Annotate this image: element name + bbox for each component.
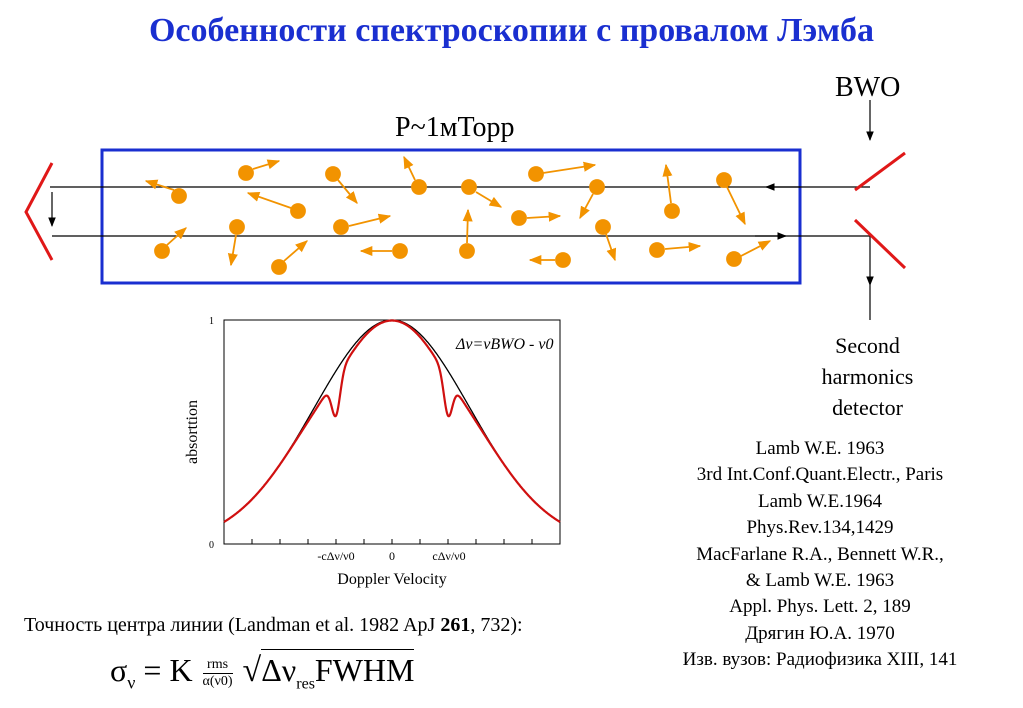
pressure-label: P~1мТорр [395,112,515,143]
molecule [238,159,281,181]
reference-line: Изв. вузов: Радиофизика XIII, 141 [682,649,958,671]
lamb-dip-line [223,319,561,523]
molecule [528,252,571,268]
detector-label-line: Second [835,333,900,358]
x-axis-label: Doppler Velocity [337,571,446,588]
formula-equals: = K [143,652,193,688]
lamb-dip-plot: 1 0 -cΔν/ν0 0 cΔν/ν0 Doppler Velocity ab… [184,316,561,588]
reference-line: Appl. Phys. Lett. 2, 189 [729,596,911,618]
reference-line: Lamb W.E.1964 [757,490,883,512]
references-list: Lamb W.E. 1963 3rd Int.Conf.Quant.Electr… [650,436,990,674]
plot-frame [223,319,561,545]
molecule [662,163,680,219]
x-tick-label: cΔν/ν0 [432,549,465,563]
molecule [333,213,392,235]
left-mirror [24,162,54,261]
molecule [716,172,746,226]
reference-line: & Lamb W.E. 1963 [745,570,895,592]
bwo-label: BWO [835,72,901,103]
accuracy-volume: 261 [440,614,471,636]
detector-label: Second harmonics detector [800,330,935,423]
accuracy-caption: Точность центра линии (Landman et al. 19… [24,614,523,637]
reference-line: 3rd Int.Conf.Quant.Electr., Paris [696,464,944,486]
formula-radicand-sub: res [296,675,315,693]
formula-fraction-denominator: α(ν0) [202,674,233,690]
reference-line: MacFarlane R.A., Bennett W.R., [696,543,944,565]
formula-delta-nu: Δν [261,652,297,688]
y-tick-label: 1 [209,316,214,327]
molecule [726,240,772,267]
y-tick-label: 0 [209,540,214,551]
molecule [359,243,408,259]
molecule [461,179,503,208]
x-tick-label: -cΔν/ν0 [317,549,354,563]
formula-sqrt-sign: √ [242,652,262,689]
detector-label-line: harmonics [821,364,914,389]
accuracy-suffix: , 732): [470,614,523,636]
right-beamsplitter [853,151,907,270]
reference-line: Lamb W.E. 1963 [755,438,885,459]
molecule [649,241,702,258]
formula-sigma: σ [110,652,128,688]
plot-annotation: Δν=νBWO - ν0 [455,336,553,353]
molecule [595,219,617,262]
molecule [403,155,427,195]
formula-fwhm: FWHM [314,652,415,688]
accuracy-prefix: Точность центра линии (Landman et al. 19… [24,614,441,636]
molecule [227,219,245,267]
molecule [325,166,358,204]
molecule [528,161,597,182]
x-tick-label: 0 [389,549,395,563]
formula-fraction-numerator: rms [202,657,233,675]
laser-beam [48,100,874,320]
molecule [144,179,187,204]
accuracy-formula: σν = K rms α(ν0) √ΔνresFWHM [110,649,415,693]
molecule [459,208,475,259]
molecule [271,240,308,275]
gas-molecules [144,155,772,275]
gas-cell [100,148,802,285]
molecule [246,191,306,219]
detector-label-line: detector [832,395,903,420]
formula-sigma-sub: ν [127,672,136,693]
reference-line: Phys.Rev.134,1429 [746,517,894,539]
y-axis-label: absorttion [184,400,201,464]
page-title: Особенности спектроскопии с провалом Лэм… [148,12,874,49]
molecule [579,179,605,220]
reference-line: Дрягин Ю.А. 1970 [745,622,895,644]
x-minor-ticks [223,539,561,544]
molecule [154,227,187,259]
molecule [511,210,562,226]
formula-radicand: ΔνresFWHM [261,649,415,692]
